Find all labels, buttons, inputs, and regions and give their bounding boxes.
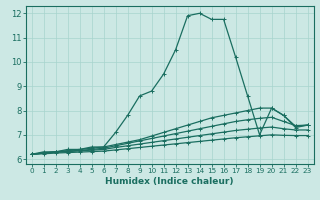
X-axis label: Humidex (Indice chaleur): Humidex (Indice chaleur) xyxy=(105,177,234,186)
